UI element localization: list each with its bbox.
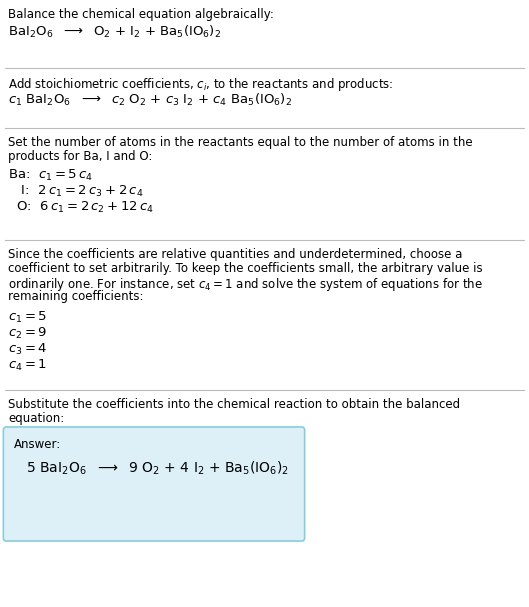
Text: $c_4 = 1$: $c_4 = 1$ — [8, 358, 47, 373]
Text: ordinarily one. For instance, set $c_4 = 1$ and solve the system of equations fo: ordinarily one. For instance, set $c_4 =… — [8, 276, 483, 293]
FancyBboxPatch shape — [3, 427, 305, 541]
Text: $c_1$ BaI$_2$O$_6$  $\longrightarrow$  $c_2$ O$_2$ + $c_3$ I$_2$ + $c_4$ Ba$_5$(: $c_1$ BaI$_2$O$_6$ $\longrightarrow$ $c_… — [8, 92, 292, 108]
Text: BaI$_2$O$_6$  $\longrightarrow$  O$_2$ + I$_2$ + Ba$_5$(IO$_6$)$_2$: BaI$_2$O$_6$ $\longrightarrow$ O$_2$ + I… — [8, 24, 221, 40]
Text: 5 BaI$_2$O$_6$  $\longrightarrow$  9 O$_2$ + 4 I$_2$ + Ba$_5$(IO$_6$)$_2$: 5 BaI$_2$O$_6$ $\longrightarrow$ 9 O$_2$… — [26, 460, 289, 477]
Text: Answer:: Answer: — [14, 438, 61, 451]
Text: $c_1 = 5$: $c_1 = 5$ — [8, 310, 47, 325]
Text: products for Ba, I and O:: products for Ba, I and O: — [8, 150, 152, 163]
Text: Substitute the coefficients into the chemical reaction to obtain the balanced: Substitute the coefficients into the che… — [8, 398, 460, 411]
Text: Add stoichiometric coefficients, $c_i$, to the reactants and products:: Add stoichiometric coefficients, $c_i$, … — [8, 76, 394, 93]
Text: coefficient to set arbitrarily. To keep the coefficients small, the arbitrary va: coefficient to set arbitrarily. To keep … — [8, 262, 482, 275]
Text: $c_3 = 4$: $c_3 = 4$ — [8, 342, 48, 357]
Text: Ba:  $c_1 = 5\,c_4$: Ba: $c_1 = 5\,c_4$ — [8, 168, 93, 183]
Text: equation:: equation: — [8, 412, 64, 425]
Text: Balance the chemical equation algebraically:: Balance the chemical equation algebraica… — [8, 8, 274, 21]
Text: O:  $6\,c_1 = 2\,c_2 + 12\,c_4$: O: $6\,c_1 = 2\,c_2 + 12\,c_4$ — [8, 200, 154, 215]
Text: remaining coefficients:: remaining coefficients: — [8, 290, 143, 303]
Text: Set the number of atoms in the reactants equal to the number of atoms in the: Set the number of atoms in the reactants… — [8, 136, 472, 149]
Text: I:  $2\,c_1 = 2\,c_3 + 2\,c_4$: I: $2\,c_1 = 2\,c_3 + 2\,c_4$ — [8, 184, 143, 199]
Text: $c_2 = 9$: $c_2 = 9$ — [8, 326, 47, 341]
Text: Since the coefficients are relative quantities and underdetermined, choose a: Since the coefficients are relative quan… — [8, 248, 462, 261]
